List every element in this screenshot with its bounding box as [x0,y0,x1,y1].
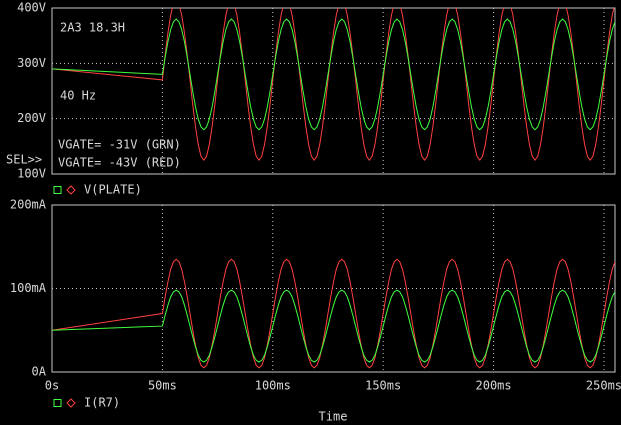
series-line [52,18,615,131]
y-tick-label: 0A [32,365,47,379]
x-tick-label: 100ms [255,379,291,393]
annotation: 40 Hz [60,89,96,103]
annotation: SEL>> [6,153,42,167]
x-tick-label: 0s [45,379,59,393]
legend-marker [53,399,62,407]
y-tick-label: 400V [17,1,46,15]
y-tick-label: 200mA [10,198,47,212]
plot-frame [51,7,616,175]
series-line [52,258,615,369]
legend-marker [66,185,76,195]
legend-marker [66,398,76,408]
x-tick-label: 150ms [365,379,401,393]
annotation: VGATE= -43V (RED) [58,156,181,170]
y-tick-label: 100V [17,167,46,181]
series-line [52,289,615,363]
x-tick-label: 50ms [148,379,177,393]
y-tick-label: 100mA [10,281,47,295]
x-tick-label: 250ms [586,379,621,393]
y-tick-label: 200V [17,111,46,125]
series-line [52,8,615,162]
annotation: VGATE= -31V (GRN) [58,138,181,152]
plot-frame [51,204,616,373]
legend-marker [53,186,62,194]
x-axis-label: Time [319,410,348,424]
legend-label: I(R7) [84,396,120,410]
x-tick-label: 200ms [476,379,512,393]
y-tick-label: 300V [17,56,46,70]
legend-label: V(PLATE) [84,183,142,197]
annotation: 2A3 18.3H [60,21,125,35]
